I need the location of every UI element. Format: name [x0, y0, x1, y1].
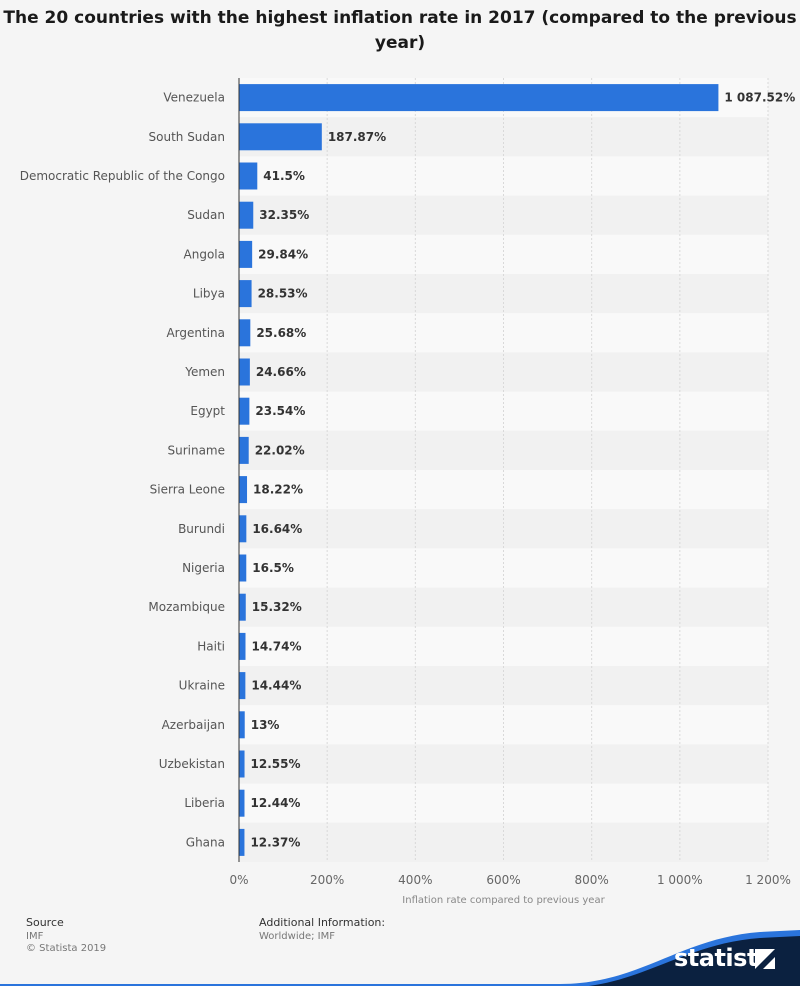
additional-info-heading: Additional Information:	[259, 916, 386, 929]
bar-chart: 0% 200% 400% 600% 800% 1 000% 1 200% Inflation …	[20, 78, 795, 906]
category-label: Ukraine	[179, 679, 225, 693]
category-label: Egypt	[190, 404, 225, 418]
value-label: 22.02%	[255, 443, 305, 457]
bar	[239, 593, 246, 621]
value-label: 16.5%	[252, 561, 294, 575]
category-label: Uzbekistan	[159, 757, 225, 771]
additional-info-block: Additional Information: Worldwide; IMF	[259, 917, 385, 943]
value-label: 41.5%	[263, 169, 305, 183]
source-name: IMF	[26, 931, 44, 942]
value-label: 13%	[251, 718, 280, 732]
value-label: 24.66%	[256, 365, 306, 379]
value-label: 32.35%	[259, 208, 309, 222]
bar	[239, 789, 245, 817]
category-label: Argentina	[166, 326, 225, 340]
category-label: Libya	[193, 287, 225, 301]
bar	[239, 515, 247, 543]
bar	[239, 672, 246, 700]
x-tick-label: 200%	[310, 873, 344, 887]
bar	[239, 711, 245, 739]
value-label: 12.55%	[251, 757, 301, 771]
category-label: Sierra Leone	[150, 483, 225, 497]
category-label: Azerbaijan	[162, 718, 225, 732]
bar	[239, 436, 249, 464]
x-tick-label: 1 000%	[657, 873, 703, 887]
copyright: © Statista 2019	[26, 943, 107, 954]
x-tick-label: 600%	[486, 873, 520, 887]
category-label: South Sudan	[149, 130, 226, 144]
category-label: Venezuela	[163, 91, 225, 105]
bar	[239, 476, 248, 504]
category-label: Suriname	[167, 443, 225, 457]
bar	[239, 280, 252, 308]
value-label: 18.22%	[253, 483, 303, 497]
value-label: 28.53%	[258, 287, 308, 301]
x-axis-title: Inflation rate compared to previous year	[402, 895, 605, 906]
value-label: 187.87%	[328, 130, 386, 144]
bar	[239, 319, 251, 347]
x-tick-label: 0%	[229, 873, 248, 887]
bar	[239, 240, 253, 268]
value-label: 14.44%	[251, 679, 301, 693]
bar	[239, 123, 322, 151]
bar	[239, 750, 245, 778]
category-label: Nigeria	[182, 561, 225, 575]
category-label: Yemen	[184, 365, 225, 379]
category-label: Liberia	[184, 796, 225, 810]
source-block: Source IMF © Statista 2019	[26, 917, 106, 955]
value-label: 15.32%	[252, 600, 302, 614]
source-heading: Source	[26, 916, 64, 929]
x-tick-label: 800%	[575, 873, 609, 887]
bar	[239, 84, 719, 112]
bar	[239, 632, 246, 660]
category-label: Angola	[184, 247, 225, 261]
x-tick-label: 400%	[398, 873, 432, 887]
statista-logo-icon	[755, 949, 775, 969]
x-tick-label: 1 200%	[745, 873, 791, 887]
value-label: 1 087.52%	[724, 91, 795, 105]
bar	[239, 162, 258, 190]
value-label: 23.54%	[255, 404, 305, 418]
category-label: Ghana	[186, 835, 225, 849]
value-label: 12.37%	[250, 835, 300, 849]
bar	[239, 397, 250, 425]
bar	[239, 201, 254, 229]
bar	[239, 554, 247, 582]
category-label: Haiti	[197, 639, 225, 653]
value-label: 12.44%	[250, 796, 300, 810]
value-label: 14.74%	[251, 639, 301, 653]
bar	[239, 828, 245, 856]
category-label: Democratic Republic of the Congo	[20, 169, 225, 183]
category-label: Mozambique	[148, 600, 225, 614]
additional-info-text: Worldwide; IMF	[259, 931, 335, 942]
category-label: Sudan	[187, 208, 225, 222]
chart-title: The 20 countries with the highest inflat…	[3, 8, 797, 53]
bar	[239, 358, 250, 386]
value-label: 29.84%	[258, 247, 308, 261]
category-label: Burundi	[178, 522, 225, 536]
value-label: 25.68%	[256, 326, 306, 340]
footer-banner	[0, 930, 800, 986]
value-label: 16.64%	[252, 522, 302, 536]
